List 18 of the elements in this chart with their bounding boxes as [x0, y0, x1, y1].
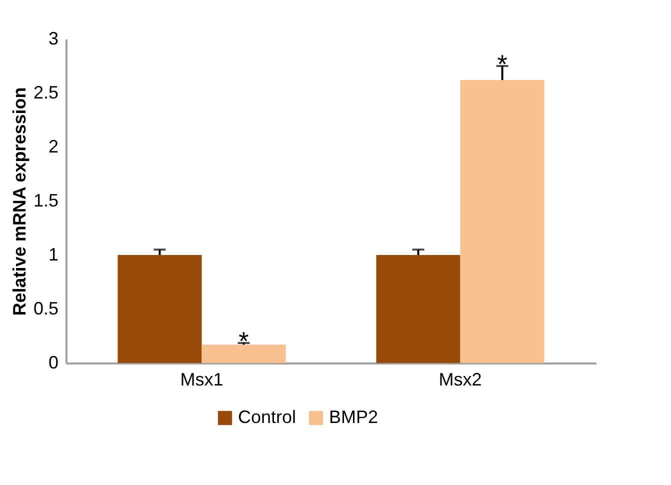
legend-label: Control — [238, 407, 296, 427]
annotation: * — [238, 326, 249, 356]
x-tick-label: Msx2 — [438, 370, 482, 390]
y-tick-label: 1 — [48, 244, 58, 264]
x-tick-label: Msx1 — [180, 370, 224, 390]
bar — [460, 80, 544, 363]
y-tick-label: 2 — [48, 136, 58, 156]
y-tick-label: 3 — [48, 28, 58, 48]
annotation: * — [497, 49, 508, 79]
legend-label: BMP2 — [329, 407, 378, 427]
y-tick-label: 0 — [48, 352, 58, 372]
y-tick-label: 1.5 — [33, 190, 58, 210]
y-tick-label: 2.5 — [33, 82, 58, 102]
y-tick-label: 0.5 — [33, 298, 58, 318]
y-axis-title: Relative mRNA expression — [9, 87, 30, 316]
bar — [376, 255, 460, 363]
bar — [202, 344, 286, 363]
bar — [118, 255, 202, 363]
